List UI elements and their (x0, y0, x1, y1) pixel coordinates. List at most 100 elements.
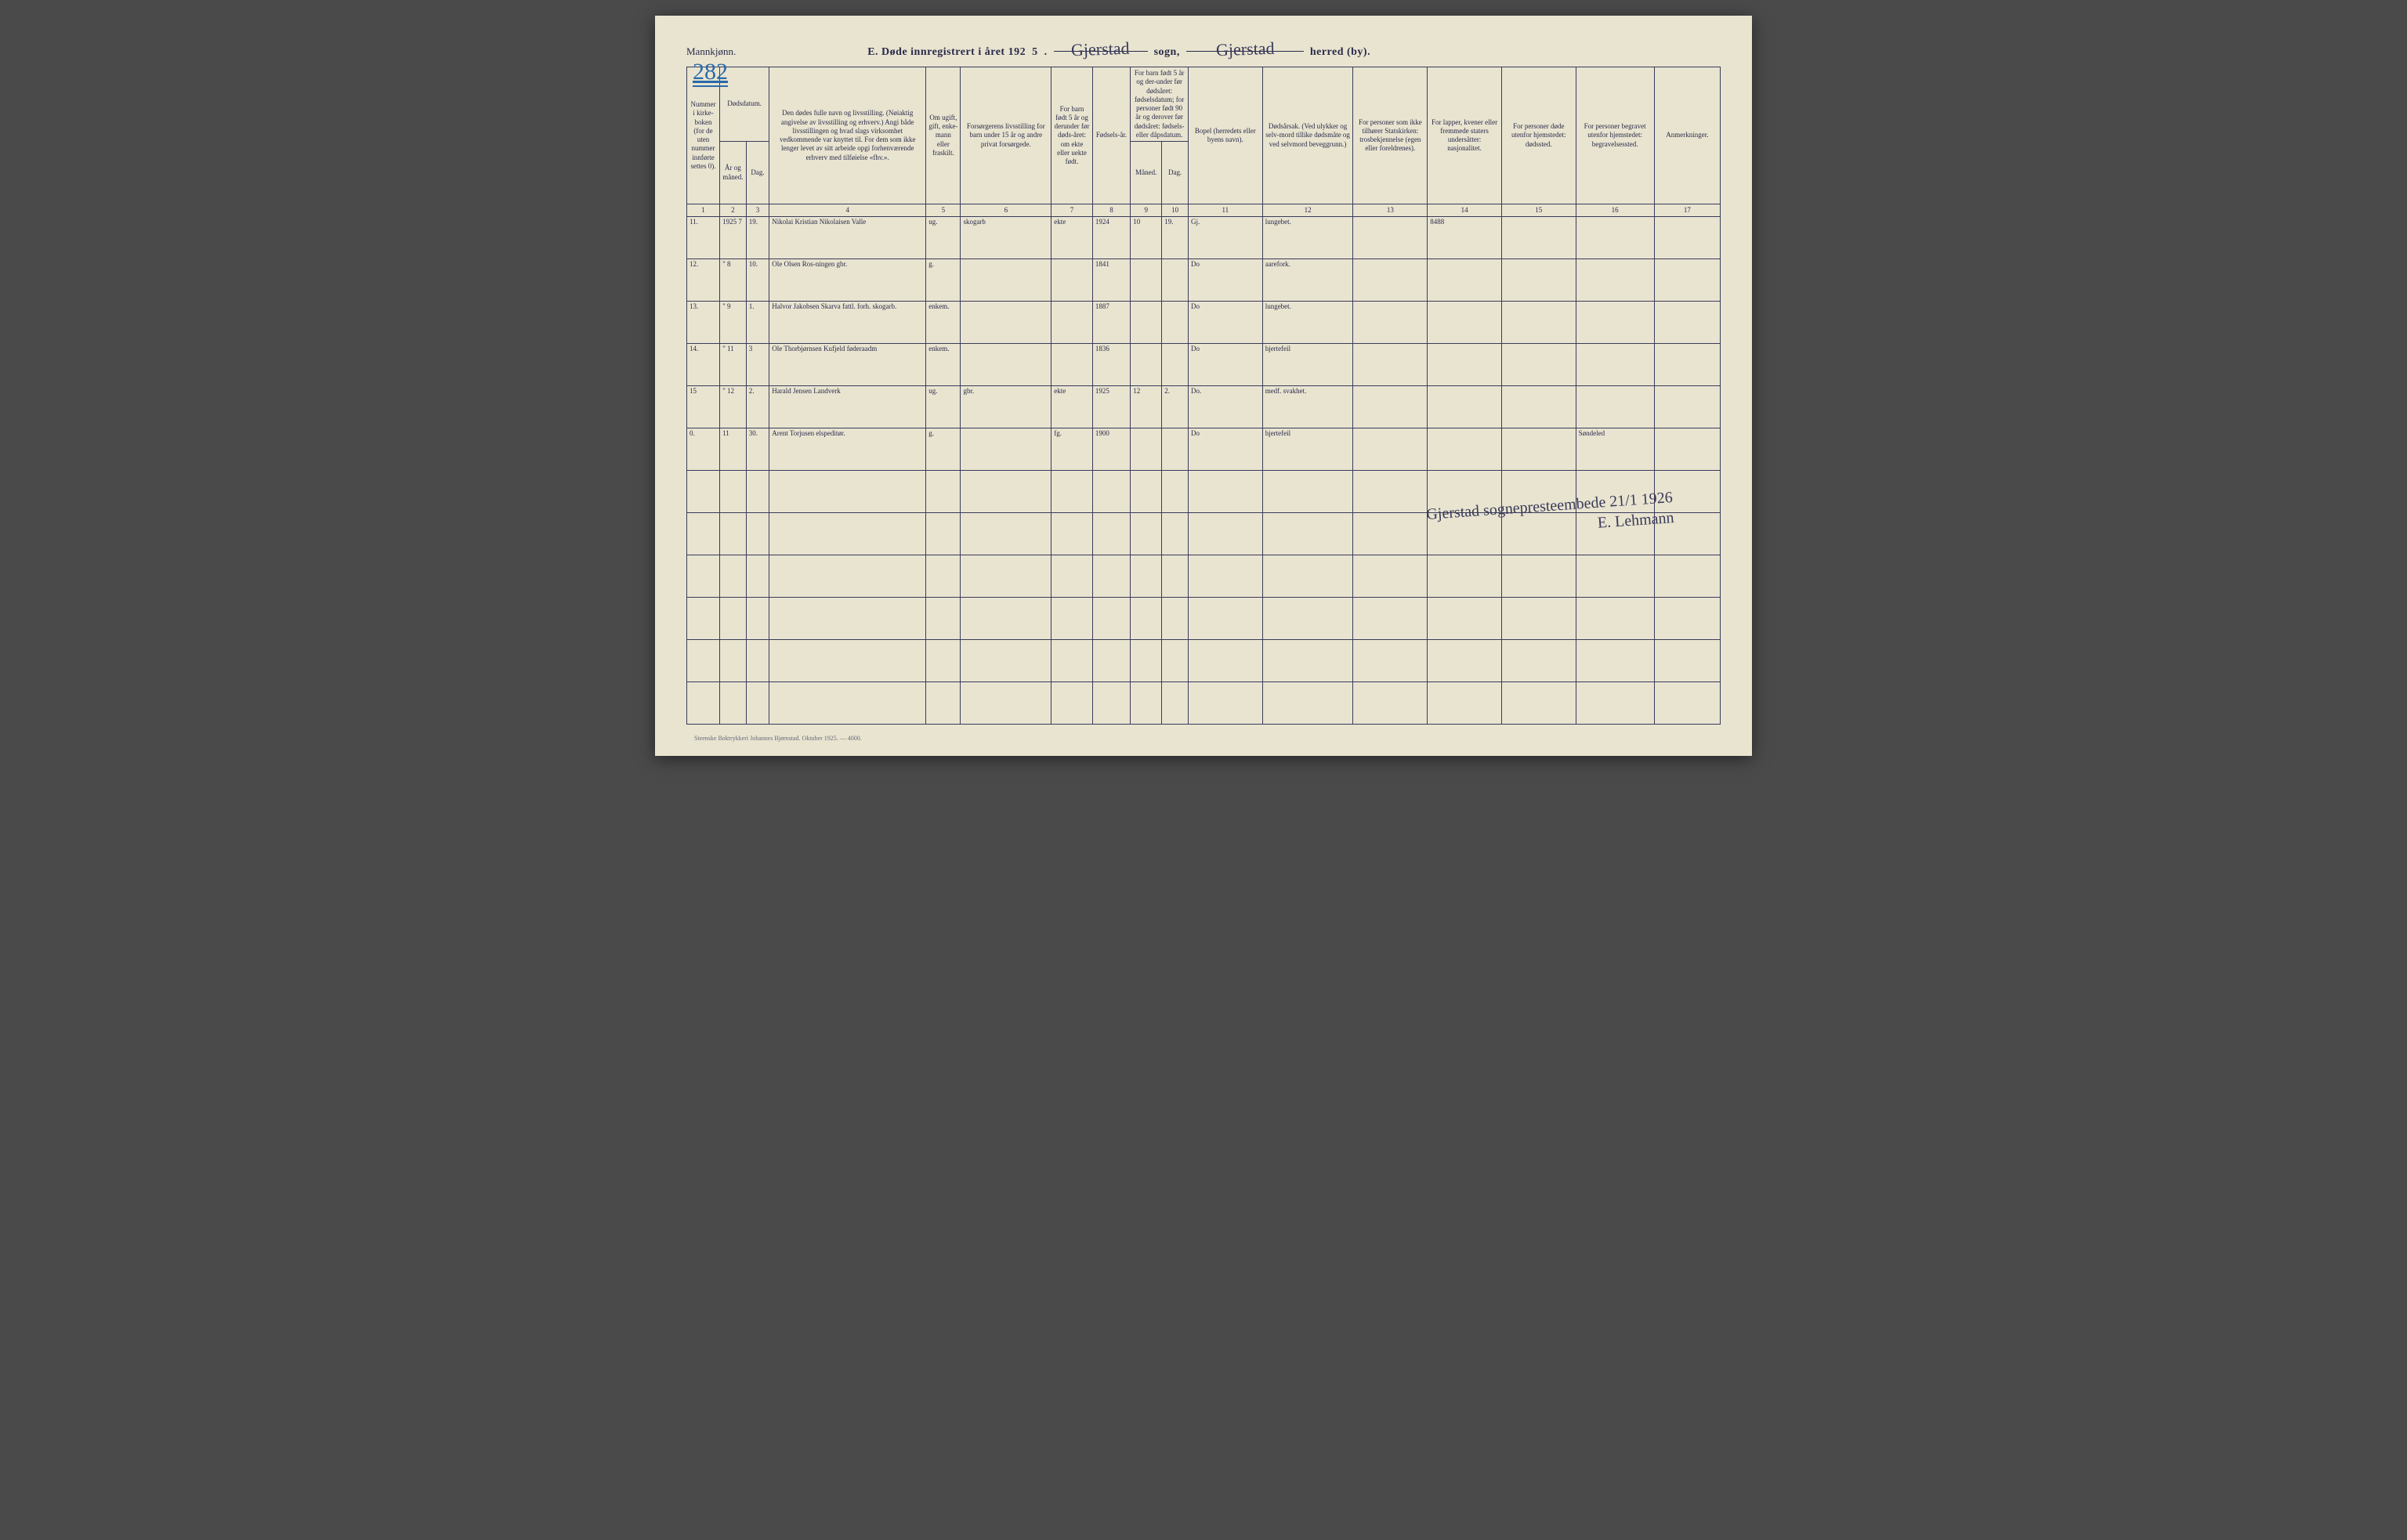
cell-empty (1188, 513, 1262, 555)
cell-fdag (1162, 259, 1189, 302)
colnum: 5 (926, 204, 961, 217)
cell-empty (1501, 555, 1576, 598)
cell-col16: Søndeled (1576, 428, 1654, 471)
cell-empty (687, 513, 720, 555)
cell-navn: Arent Torjusen elspeditør. (769, 428, 926, 471)
colnum: 13 (1353, 204, 1428, 217)
table-row-empty (687, 555, 1721, 598)
cell-empty (687, 555, 720, 598)
col-header: Bopel (herredets eller byens navn). (1188, 67, 1262, 204)
cell-empty (1131, 471, 1162, 513)
cell-fodselar: 1836 (1092, 344, 1130, 386)
footer-print-line: Steenske Boktrykkeri Johannes Bjørnstad.… (694, 735, 862, 742)
sogn-value: Gjerstad (1071, 38, 1130, 61)
title-year: 5 (1032, 46, 1038, 59)
col-header: For barn født 5 år og derunder før døds-… (1051, 67, 1093, 204)
cell-empty (769, 555, 926, 598)
cell-dag: 3 (746, 344, 769, 386)
blue-page-number: 282 (693, 59, 728, 87)
col-header: For personer som ikke tilhører Statskirk… (1353, 67, 1428, 204)
cell-empty (1051, 598, 1093, 640)
colnum: 6 (961, 204, 1051, 217)
cell-anm (1654, 344, 1720, 386)
cell-ekte: fg. (1051, 428, 1093, 471)
cell-empty (746, 471, 769, 513)
cell-empty (1353, 471, 1428, 513)
cell-anm (1654, 259, 1720, 302)
cell-empty (746, 513, 769, 555)
cell-ekte (1051, 259, 1093, 302)
cell-fmnd: 12 (1131, 386, 1162, 428)
cell-fodselar: 1924 (1092, 217, 1130, 259)
cell-empty (1262, 640, 1353, 682)
cell-empty (1162, 555, 1189, 598)
cell-empty (1654, 640, 1720, 682)
cell-empty (1576, 682, 1654, 725)
page-header: Mannkjønn. E. Døde innregistrert i året … (686, 39, 1721, 59)
cell-navn: Ole Thorbjørnsen Kufjeld føderaadm (769, 344, 926, 386)
cell-col15 (1501, 302, 1576, 344)
cell-sivil: enkem. (926, 302, 961, 344)
cell-empty (1092, 555, 1130, 598)
cell-empty (1262, 471, 1353, 513)
cell-bopel: Gj. (1188, 217, 1262, 259)
table-row-empty (687, 682, 1721, 725)
col-header: For personer begravet utenfor hjemstedet… (1576, 67, 1654, 204)
cell-num: 0. (687, 428, 720, 471)
cell-fdag (1162, 428, 1189, 471)
col-header: Dødsårsak. (Ved ulykker og selv-mord til… (1262, 67, 1353, 204)
cell-fdag: 19. (1162, 217, 1189, 259)
cell-num: 11. (687, 217, 720, 259)
cell-fodselar: 1887 (1092, 302, 1130, 344)
cell-col16 (1576, 344, 1654, 386)
cell-ar: " 8 (720, 259, 747, 302)
cell-sivil: g. (926, 259, 961, 302)
colnum: 7 (1051, 204, 1093, 217)
cell-col13 (1353, 428, 1428, 471)
col-header: For barn født 5 år og der-under før døds… (1131, 67, 1189, 142)
cell-fmnd (1131, 344, 1162, 386)
cell-empty (720, 640, 747, 682)
cell-empty (1353, 555, 1428, 598)
cell-dodsarsak: lungebet. (1262, 217, 1353, 259)
cell-empty (1188, 598, 1262, 640)
cell-empty (926, 555, 961, 598)
cell-empty (1262, 682, 1353, 725)
cell-empty (1501, 598, 1576, 640)
cell-empty (926, 640, 961, 682)
cell-sivil: g. (926, 428, 961, 471)
colnum: 4 (769, 204, 926, 217)
cell-ekte (1051, 344, 1093, 386)
cell-dodsarsak: aarefork. (1262, 259, 1353, 302)
cell-fmnd (1131, 302, 1162, 344)
col-header: For lapper, kvener eller fremmede stater… (1428, 67, 1502, 204)
cell-empty (746, 555, 769, 598)
cell-empty (1576, 640, 1654, 682)
cell-empty (1262, 513, 1353, 555)
cell-empty (1162, 598, 1189, 640)
cell-navn: Halvor Jakobsen Skarva fattl. forh. skog… (769, 302, 926, 344)
cell-empty (1353, 513, 1428, 555)
cell-forsorger (961, 428, 1051, 471)
cell-empty (1162, 640, 1189, 682)
cell-col14 (1428, 302, 1502, 344)
cell-navn: Ole Olsen Ros-ningen gbr. (769, 259, 926, 302)
cell-empty (769, 471, 926, 513)
cell-empty (1162, 682, 1189, 725)
col-header: Nummer i kirke-boken (for de uten nummer… (687, 67, 720, 204)
cell-col14 (1428, 259, 1502, 302)
cell-empty (961, 513, 1051, 555)
cell-empty (1051, 471, 1093, 513)
cell-col13 (1353, 386, 1428, 428)
cell-num: 12. (687, 259, 720, 302)
cell-dag: 10. (746, 259, 769, 302)
title-prefix: E. Døde innregistrert i året 192 (867, 46, 1026, 59)
cell-bopel: Do (1188, 428, 1262, 471)
colnum: 15 (1501, 204, 1576, 217)
table-row-empty (687, 640, 1721, 682)
cell-col16 (1576, 259, 1654, 302)
cell-ekte (1051, 302, 1093, 344)
colnum: 14 (1428, 204, 1502, 217)
col-header: Om ugift, gift, enke-mann eller fraskilt… (926, 67, 961, 204)
cell-ar: " 12 (720, 386, 747, 428)
